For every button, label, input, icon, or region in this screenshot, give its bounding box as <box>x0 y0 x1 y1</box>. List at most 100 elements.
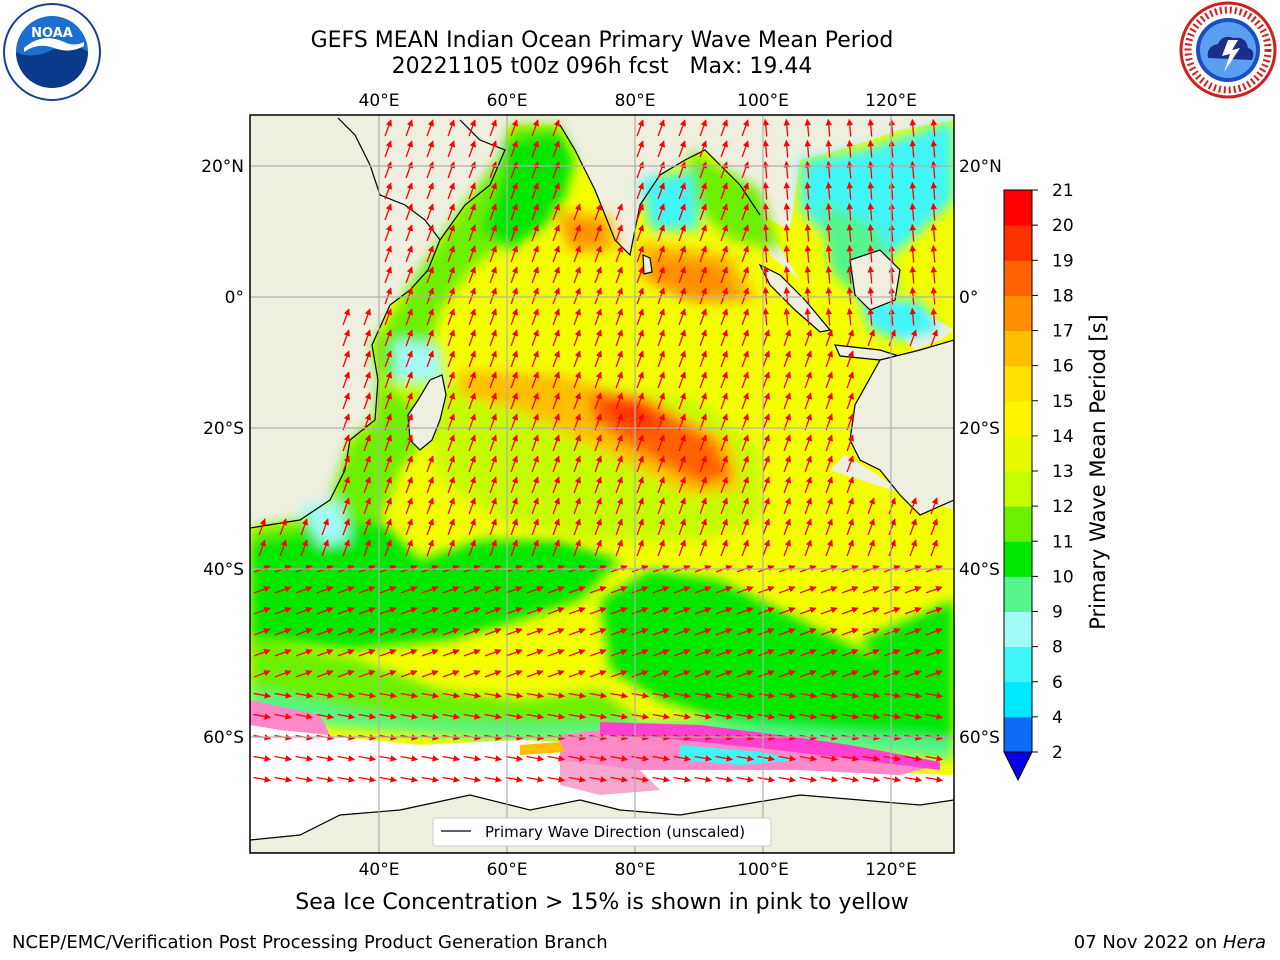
wave-arrow <box>736 607 754 615</box>
wave-arrow <box>426 308 434 326</box>
wave-arrow <box>384 308 392 326</box>
wave-arrow <box>531 140 539 158</box>
wave-arrow <box>610 755 629 762</box>
footer-date: 07 Nov 2022 on Hera <box>1074 932 1266 953</box>
wave-arrow <box>547 670 565 678</box>
colorbar-tick-label: 15 <box>1052 392 1074 412</box>
wave-arrow <box>510 371 518 389</box>
wave-arrow <box>678 266 686 284</box>
wave-arrow <box>447 203 455 221</box>
wave-arrow <box>699 350 707 368</box>
wave-arrow <box>531 245 539 263</box>
wave-arrow <box>505 776 524 783</box>
wave-arrow <box>652 586 670 594</box>
wave-arrow <box>741 266 749 284</box>
wave-arrow <box>783 181 791 200</box>
wave-arrow <box>274 607 292 615</box>
wave-arrow <box>631 692 650 699</box>
wave-arrow <box>825 244 833 263</box>
wave-arrow <box>804 434 812 452</box>
wave-arrow <box>673 628 691 636</box>
wave-arrow <box>547 607 565 615</box>
wave-arrow <box>804 497 812 515</box>
wave-arrow <box>468 413 476 431</box>
wave-arrow <box>678 371 686 389</box>
wave-arrow <box>384 518 392 536</box>
wave-arrow <box>400 755 419 762</box>
wave-arrow <box>342 308 350 326</box>
wave-arrow <box>909 329 917 347</box>
wave-arrow <box>610 628 628 636</box>
wave-arrow <box>846 118 854 137</box>
wave-arrow <box>888 329 896 347</box>
wave-arrow <box>925 755 944 762</box>
wave-arrow <box>615 476 623 494</box>
wave-arrow <box>421 607 439 615</box>
wave-arrow <box>358 607 376 615</box>
wave-arrow <box>426 182 434 200</box>
wave-arrow <box>484 586 502 594</box>
wave-arrow <box>594 350 602 368</box>
wave-arrow <box>720 392 728 410</box>
wave-arrow <box>510 245 518 263</box>
wave-arrow <box>757 628 775 636</box>
wave-arrow <box>804 476 812 494</box>
wave-arrow <box>736 628 754 636</box>
wave-arrow <box>762 244 770 263</box>
wave-arrow <box>909 244 917 263</box>
wave-arrow <box>636 455 644 473</box>
wave-arrow <box>904 586 922 594</box>
wave-arrow <box>463 755 482 762</box>
wave-arrow <box>757 649 775 657</box>
wave-arrow <box>783 118 791 137</box>
wave-arrow <box>867 329 875 347</box>
wave-arrow <box>862 670 880 678</box>
wave-arrow <box>762 476 770 494</box>
wave-arrow <box>447 413 455 431</box>
lon-tick-bottom: 100°E <box>737 860 789 880</box>
wave-arrow <box>930 329 938 347</box>
wave-arrow <box>594 287 602 305</box>
wave-arrow <box>405 518 413 536</box>
wave-arrow <box>363 497 371 515</box>
wave-arrow <box>825 307 833 326</box>
wave-arrow <box>405 245 413 263</box>
wave-arrow <box>447 266 455 284</box>
wave-arrow <box>405 119 413 137</box>
wave-arrow <box>447 119 455 137</box>
colorbar-segment <box>1004 435 1032 472</box>
wave-arrow <box>531 371 539 389</box>
wave-arrow <box>426 224 434 242</box>
noaa-logo-icon: NOAA <box>3 3 101 101</box>
wave-arrow <box>867 160 875 179</box>
wave-arrow <box>363 434 371 452</box>
wave-arrow <box>846 518 854 536</box>
wave-arrow <box>762 181 770 200</box>
wave-arrow <box>400 692 419 699</box>
wave-arrow <box>484 628 502 636</box>
wave-arrow <box>295 776 314 783</box>
wave-arrow <box>799 692 818 699</box>
wave-arrow <box>673 607 691 615</box>
wave-arrow <box>363 329 371 347</box>
wave-arrow <box>615 497 623 515</box>
colorbar-segment <box>1004 400 1032 437</box>
wave-arrow <box>405 539 413 557</box>
wave-arrow <box>594 539 602 557</box>
wave-arrow <box>573 497 581 515</box>
wave-arrow <box>720 182 728 200</box>
wave-arrow <box>573 245 581 263</box>
wave-arrow <box>573 287 581 305</box>
wave-arrow <box>841 776 860 783</box>
wave-arrow <box>678 329 686 347</box>
wave-arrow <box>804 181 812 200</box>
wave-arrow <box>358 692 377 699</box>
wave-arrow <box>316 670 334 678</box>
wave-arrow <box>505 670 523 678</box>
wave-arrow <box>573 392 581 410</box>
wave-arrow <box>846 265 854 284</box>
wave-arrow <box>552 413 560 431</box>
wave-arrow <box>610 776 629 783</box>
wave-arrow <box>741 308 749 326</box>
wave-arrow <box>841 692 860 699</box>
